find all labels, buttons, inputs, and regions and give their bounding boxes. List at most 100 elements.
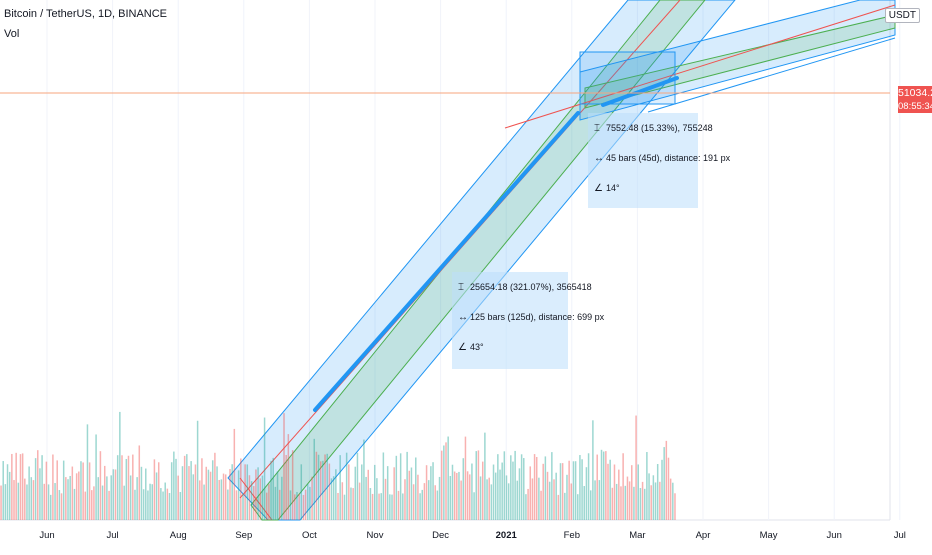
currency-button[interactable]: USDT [884,8,920,23]
volume-bar [99,451,102,520]
volume-indicator-label[interactable]: Vol [4,28,20,40]
volume-bar [224,474,227,520]
volume-bar [209,471,212,520]
measure-label-text: 14° [606,183,620,193]
volume-bar [637,464,639,520]
volume-bar [404,479,406,520]
volume-bar [80,461,82,520]
x-tick-label: Apr [696,530,711,541]
volume-bar [242,493,244,520]
volume-bar [91,490,93,520]
volume-bar [97,477,99,520]
volume-bar [289,490,292,520]
volume-bar [544,456,547,520]
volume-bar [69,475,71,520]
volume-bar [477,450,480,520]
volume-bar [313,438,315,520]
volume-bar [52,454,54,520]
volume-bar [633,486,635,520]
volume-bar [389,494,391,520]
volume-bar [30,477,33,520]
price-range-icon: ⌶ [594,123,600,134]
volume-bar [216,466,218,520]
volume-bar [494,472,497,520]
volume-bar [147,490,149,520]
volume-bar [440,450,443,520]
volume-bar [497,454,499,520]
volume-bar [332,476,335,520]
volume-bar [471,463,473,520]
volume-bar [21,453,24,520]
volume-bar [129,475,132,520]
volume-bar [361,464,363,520]
volume-bar [151,484,153,520]
x-tick-label: Dec [432,530,449,541]
bars-range-icon: ↔ [458,312,468,323]
volume-bar [304,489,307,520]
volume-bar [577,494,579,520]
volume-bar [272,457,274,520]
volume-bar [298,494,300,520]
volume-bar [386,466,389,520]
volume-bar [43,483,45,520]
volume-bar [492,464,495,520]
measure-label-text: 7552.48 (15.33%), 755248 [606,123,713,133]
volume-bar [173,451,175,520]
bar-countdown-label: 08:55:34 [898,100,932,113]
volume-bar [71,466,74,520]
volume-bar [214,452,216,520]
volume-bar [445,442,447,520]
volume-bar [8,471,11,520]
volume-bar [65,477,67,520]
volume-bar [667,457,670,520]
volume-bar [391,494,393,520]
volume-bar [466,471,469,520]
volume-bar [589,490,592,520]
volume-bar [639,488,642,520]
volume-bar [421,489,423,520]
volume-bar [110,475,112,520]
volume-bar [164,482,166,520]
volume-bar [170,462,173,520]
volume-bar [527,488,529,520]
volume-bar [646,452,648,520]
volume-bar [203,484,205,520]
volume-bar [510,455,512,520]
x-tick-label: Jul [107,530,119,541]
symbol-title[interactable]: Bitcoin / TetherUS, 1D, BINANCE [4,8,168,20]
measurement-box-large-background [452,272,568,369]
volume-bar [531,478,534,520]
volume-bar [516,480,519,520]
volume-bar [382,452,385,520]
volume-bar [395,455,398,520]
volume-bar [669,478,672,520]
volume-bar [341,482,344,520]
volume-bar [415,457,417,520]
volume-bar [328,463,331,520]
x-tick-label: Jul [894,530,906,541]
volume-bar [335,469,337,520]
volume-bar [13,480,15,520]
volume-bar [378,493,380,520]
volume-bar [598,480,601,520]
volume-bar [261,475,264,520]
volume-bar [659,481,661,520]
volume-bar [276,471,279,520]
volume-bar [525,494,527,520]
volume-bar [566,474,568,520]
volume-bar [56,460,58,520]
volume-bar [449,476,452,520]
volume-bar [166,488,169,520]
volume-bar [218,479,220,520]
volume-bar [473,492,475,520]
volume-bar [652,475,655,520]
volume-bar [371,493,374,520]
volume-bar [406,451,408,520]
volume-bar [456,472,458,520]
x-tick-label: Oct [302,530,317,541]
volume-bar [579,455,581,520]
volume-bar [108,490,110,520]
volume-bar [237,470,240,520]
